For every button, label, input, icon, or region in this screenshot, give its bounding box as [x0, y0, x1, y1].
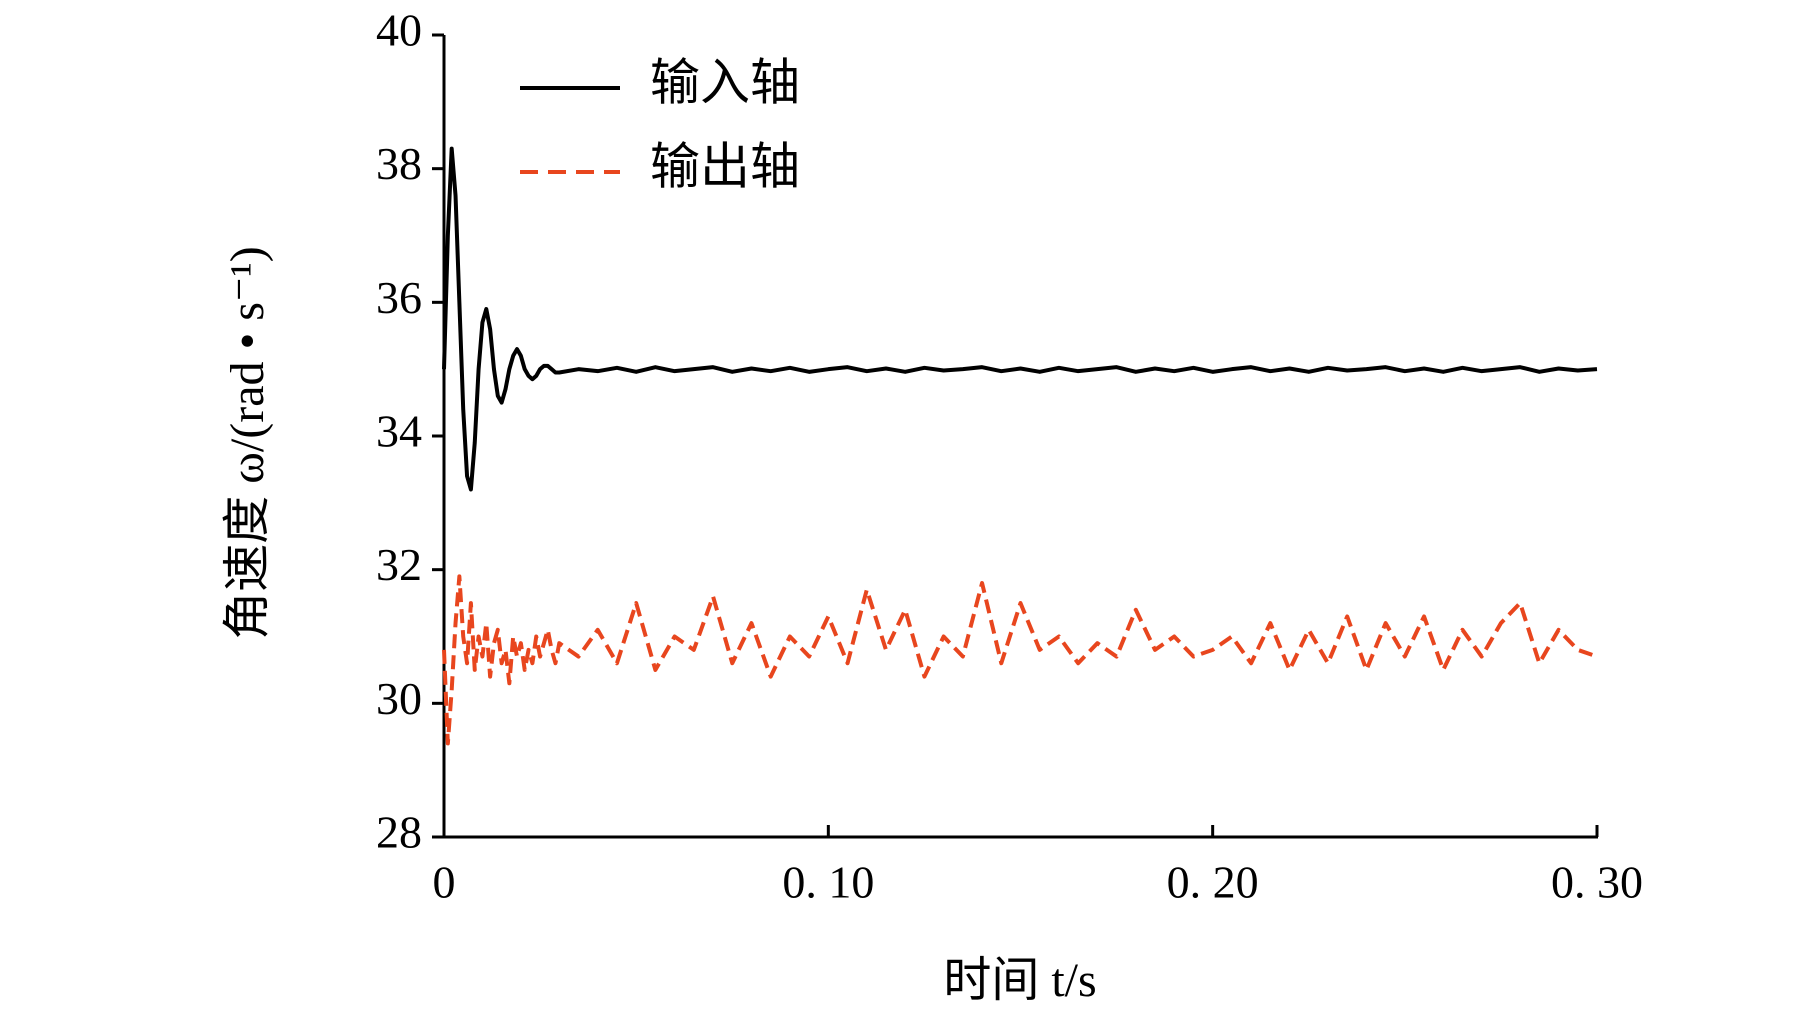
y-tick-label: 34 — [376, 406, 422, 457]
y-tick-label: 32 — [376, 539, 422, 590]
y-tick-label: 38 — [376, 138, 422, 189]
series-line — [442, 146, 1598, 492]
y-tick-label: 36 — [376, 272, 422, 323]
y-tick-label: 30 — [376, 673, 422, 724]
x-tick-label: 0. 30 — [1551, 857, 1643, 908]
x-tick-label: 0. 20 — [1167, 857, 1259, 908]
legend-label: 输入轴 — [650, 54, 800, 110]
x-tick-label: 0. 10 — [782, 857, 874, 908]
y-tick-label: 28 — [376, 807, 422, 858]
legend-label: 输出轴 — [650, 138, 800, 194]
series-line — [442, 574, 1598, 746]
y-tick-label: 40 — [376, 5, 422, 56]
x-tick-label: 0 — [433, 857, 456, 908]
x-axis-label: 时间 t/s — [943, 954, 1096, 1007]
y-axis-label: 角速度 ω/(rad • s⁻¹) — [221, 246, 274, 639]
